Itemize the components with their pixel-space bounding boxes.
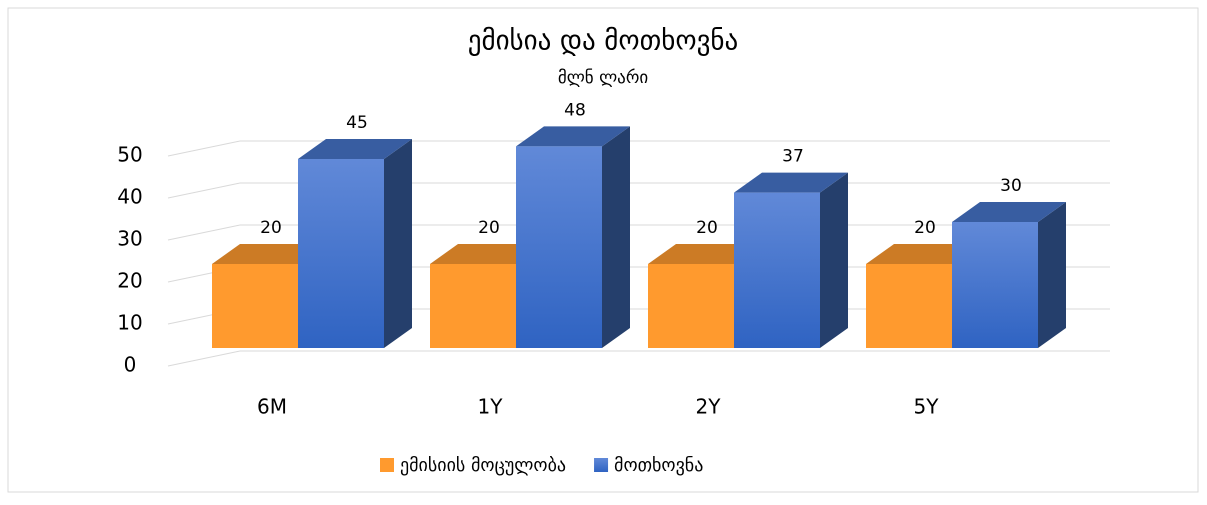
y-tick-label: 20 — [117, 269, 142, 293]
data-label: 30 — [1000, 176, 1022, 196]
bar-front — [430, 264, 516, 348]
data-label: 20 — [478, 218, 500, 238]
bar-side — [820, 172, 848, 348]
bar-front — [648, 264, 734, 348]
bar-top — [298, 139, 412, 159]
bar — [298, 139, 412, 348]
y-tick-label: 50 — [117, 143, 142, 167]
bar-top — [648, 244, 762, 264]
bar-top — [866, 244, 980, 264]
bar-top — [516, 126, 630, 147]
bar-side — [602, 126, 630, 349]
x-tick-label: 6M — [257, 395, 287, 419]
y-tick-label: 30 — [117, 227, 142, 251]
bar-top — [212, 244, 326, 264]
legend-swatch — [380, 458, 394, 472]
legend-label: მოთხოვნა — [614, 455, 703, 476]
bar-front — [212, 264, 298, 348]
y-tick-label: 40 — [117, 185, 142, 209]
data-label: 37 — [782, 147, 804, 167]
bar-top — [734, 172, 848, 193]
y-tick-label: 10 — [117, 311, 142, 335]
bar-front — [516, 146, 602, 348]
bar-front — [298, 159, 384, 348]
data-label: 48 — [564, 100, 586, 120]
y-tick-label: 0 — [124, 353, 137, 377]
x-tick-label: 5Y — [914, 395, 940, 419]
legend-swatch — [594, 458, 609, 472]
bar-side — [1038, 202, 1066, 348]
grid-line — [167, 140, 1110, 157]
bar-top — [952, 202, 1066, 222]
bar-front — [952, 222, 1038, 348]
bar-side — [384, 139, 412, 348]
bar — [734, 172, 848, 348]
data-label: 20 — [914, 218, 936, 238]
x-tick-label: 1Y — [478, 395, 504, 419]
bar-front — [734, 192, 820, 348]
bar — [952, 202, 1066, 348]
chart-title: ემისია და მოთხოვნა — [468, 26, 739, 57]
chart-subtitle: მლნ ლარი — [558, 68, 648, 88]
data-label: 45 — [346, 113, 368, 133]
bar-top — [430, 244, 544, 264]
bar — [516, 126, 630, 349]
bar-front — [866, 264, 952, 348]
data-label: 20 — [260, 218, 282, 238]
data-label: 20 — [696, 218, 718, 238]
grid-line — [167, 350, 1110, 367]
x-tick-label: 2Y — [696, 395, 722, 419]
legend-label: ემისიის მოცულობა — [400, 455, 566, 476]
